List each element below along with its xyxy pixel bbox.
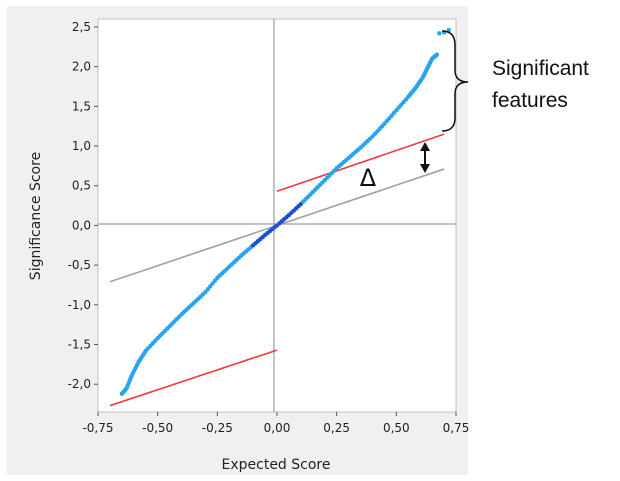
delta-label: Δ [360,164,377,192]
x-tick-label: 0,75 [443,421,470,435]
reference-line [276,133,445,193]
x-tick-label: 0,25 [323,421,350,435]
y-tick-label: 2,0 [72,60,91,74]
x-axis: -0,75 -0,50 -0,25 0,00 0,25 0,50 0,75 [82,412,469,435]
brace [441,30,469,132]
x-tick-label: -0,25 [202,421,233,435]
y-tick-label: 1,0 [72,139,91,153]
x-tick-label: -0,75 [82,421,113,435]
brace-label-line1: Significant [492,57,589,80]
y-tick-label: -2,0 [68,377,91,391]
y-tick-label: -1,5 [68,338,91,352]
y-tick-label: 0,5 [72,179,91,193]
y-tick-label: 2,5 [72,20,91,34]
brace-label-line2: features [492,89,568,112]
y-tick-label: 1,5 [72,99,91,113]
plot-area [97,18,457,413]
x-tick-label: -0,50 [142,421,173,435]
data-point [434,52,440,57]
y-tick-label: 0,0 [72,218,91,232]
data-point [437,31,442,36]
y-axis-label: Significance Score [28,152,44,280]
y-axis: 2,5 2,0 1,5 1,0 0,5 0,0 -0,5 -1,0 -1,5 -2,0 [68,20,98,391]
x-axis-label: Expected Score [222,457,331,473]
y-tick-label: -1,0 [68,298,91,312]
x-tick-label: 0,00 [264,421,291,435]
y-tick-label: -0,5 [68,258,91,272]
delta-arrow [420,142,430,173]
data-points [119,27,452,396]
x-tick-label: 0,50 [383,421,410,435]
reference-line [109,349,278,407]
